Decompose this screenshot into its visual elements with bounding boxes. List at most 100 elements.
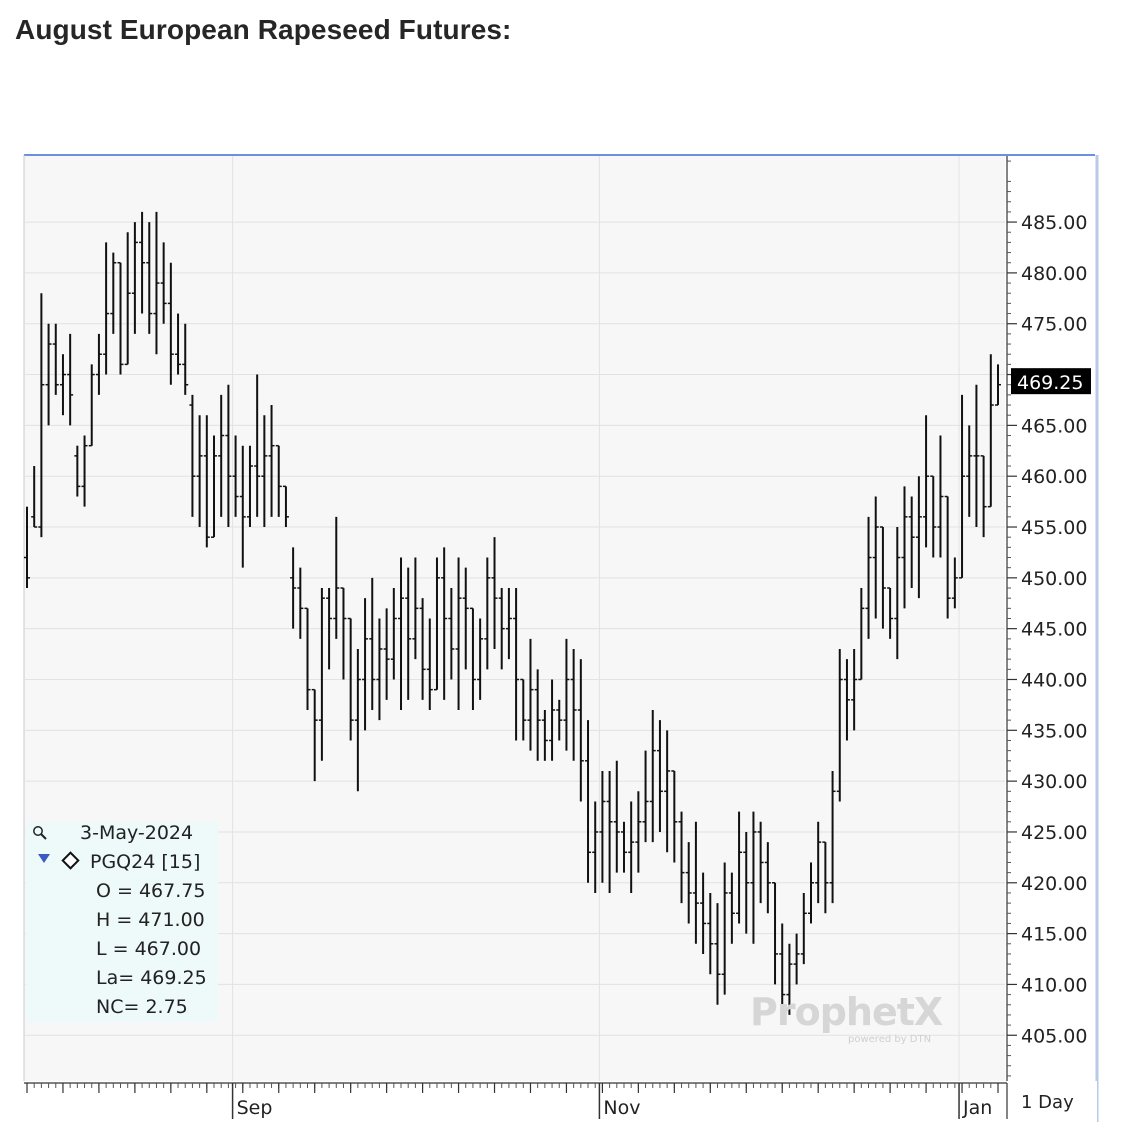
ohlc-bar[interactable] [419, 598, 426, 700]
ohlc-bar[interactable] [146, 222, 153, 334]
ohlc-bar[interactable] [383, 608, 390, 700]
ohlc-bar[interactable] [772, 882, 779, 985]
ohlc-bar[interactable] [527, 638, 534, 751]
ohlc-bar[interactable] [45, 323, 52, 426]
ohlc-bar[interactable] [534, 669, 541, 761]
ohlc-bar[interactable] [211, 435, 218, 538]
ohlc-bar[interactable] [987, 354, 994, 508]
ohlc-bar[interactable] [239, 445, 246, 568]
ohlc-bar[interactable] [642, 750, 649, 843]
ohlc-bar[interactable] [743, 831, 750, 934]
ohlc-bar[interactable] [700, 872, 707, 954]
ohlc-bar[interactable] [225, 384, 232, 528]
ohlc-bar[interactable] [894, 527, 901, 660]
ohlc-bar[interactable] [930, 475, 937, 558]
ohlc-bar[interactable] [505, 588, 512, 660]
ohlc-bar[interactable] [980, 455, 987, 538]
ohlc-bar[interactable] [426, 618, 433, 710]
ohlc-bar[interactable] [59, 354, 66, 416]
ohlc-bar[interactable] [290, 547, 297, 629]
ohlc-bar[interactable] [585, 720, 592, 883]
ohlc-bar[interactable] [656, 720, 663, 832]
ohlc-bar[interactable] [24, 506, 30, 589]
ohlc-bar[interactable] [764, 842, 771, 914]
ohlc-bar[interactable] [203, 415, 210, 548]
ohlc-bar[interactable] [124, 232, 131, 366]
ohlc-bar[interactable] [369, 577, 376, 710]
ohlc-bar[interactable] [362, 598, 369, 731]
ohlc-bar[interactable] [563, 638, 570, 751]
ohlc-bar[interactable] [750, 811, 757, 944]
ohlc-bar[interactable] [74, 445, 81, 497]
ohlc-bar[interactable] [923, 415, 930, 548]
ohlc-bar[interactable] [347, 617, 354, 741]
ohlc-bar[interactable] [620, 821, 627, 873]
ohlc-bar[interactable] [959, 394, 966, 579]
ohlc-bar[interactable] [714, 903, 721, 1005]
ohlc-bar[interactable] [757, 821, 764, 904]
ohlc-bar[interactable] [851, 648, 858, 731]
ohlc-bar[interactable] [376, 618, 383, 721]
ohlc-bar[interactable] [52, 323, 59, 395]
ohlc-bar[interactable] [736, 811, 743, 924]
ohlc-bar[interactable] [160, 242, 167, 324]
ohlc-bar[interactable] [592, 801, 599, 893]
ohlc-bar[interactable] [398, 557, 405, 710]
ohlc-bar[interactable] [664, 730, 671, 853]
ohlc-bar[interactable] [995, 364, 1001, 406]
ohlc-bar[interactable] [196, 415, 203, 528]
ohlc-bar[interactable] [491, 537, 498, 649]
ohlc-bar[interactable] [786, 943, 793, 1015]
ohlc-bar[interactable] [858, 588, 865, 681]
ohlc-bar[interactable] [95, 333, 102, 395]
ohlc-bar[interactable] [728, 872, 735, 944]
ohlc-bar[interactable] [671, 770, 678, 863]
ohlc-bar[interactable] [31, 466, 38, 528]
ohlc-bar[interactable] [872, 496, 879, 619]
ohlc-bar[interactable] [915, 476, 922, 599]
ohlc-bar[interactable] [340, 587, 347, 680]
ohlc-bar[interactable] [304, 607, 311, 710]
ohlc-bar[interactable] [268, 405, 275, 517]
ohlc-bar[interactable] [182, 323, 189, 395]
ohlc-bar[interactable] [721, 862, 728, 995]
period-label[interactable]: 1 Day [1021, 1092, 1074, 1113]
ohlc-bar[interactable] [973, 384, 980, 528]
ohlc-bar[interactable] [67, 333, 74, 426]
ohlc-bar[interactable] [549, 679, 556, 761]
ohlc-bar[interactable] [513, 588, 520, 741]
ohlc-bar[interactable] [139, 211, 146, 314]
ohlc-bar[interactable] [232, 435, 239, 517]
ohlc-bar[interactable] [836, 648, 843, 802]
ohlc-bar[interactable] [520, 678, 527, 741]
ohlc-bar[interactable] [412, 557, 419, 660]
ohlc-bar[interactable] [462, 567, 469, 670]
ohlc-bar[interactable] [131, 222, 138, 334]
ohlc-bar[interactable] [692, 821, 699, 944]
ohlc-bar[interactable] [81, 435, 88, 507]
ohlc-bar[interactable] [937, 435, 944, 558]
ohlc-bar[interactable] [707, 892, 714, 975]
ohlc-bar[interactable] [390, 588, 397, 680]
ohlc-bar[interactable] [570, 648, 577, 761]
ohlc-bar[interactable] [282, 485, 289, 528]
ohlc-bar[interactable] [354, 648, 361, 792]
ohlc-bar[interactable] [556, 699, 563, 741]
collapse-triangle-icon[interactable] [38, 854, 50, 863]
ohlc-bar[interactable] [103, 242, 110, 375]
ohlc-bar[interactable] [38, 293, 45, 538]
ohlc-bar[interactable] [433, 557, 440, 691]
ohlc-bar[interactable] [167, 262, 174, 385]
ohlc-bar[interactable] [153, 211, 160, 355]
ohlc-bar[interactable] [577, 659, 584, 802]
ohlc-bar[interactable] [635, 791, 642, 873]
ohlc-bar[interactable] [829, 770, 836, 904]
ohlc-bar[interactable] [246, 445, 253, 528]
ohlc-bar[interactable] [218, 394, 225, 517]
ohlc-bar[interactable] [448, 588, 455, 680]
ohlc-bar[interactable] [843, 659, 850, 741]
ohlc-bar[interactable] [908, 496, 915, 589]
ohlc-bar[interactable] [333, 516, 340, 639]
ohlc-bar[interactable] [649, 709, 656, 843]
ohlc-bar[interactable] [110, 252, 117, 334]
